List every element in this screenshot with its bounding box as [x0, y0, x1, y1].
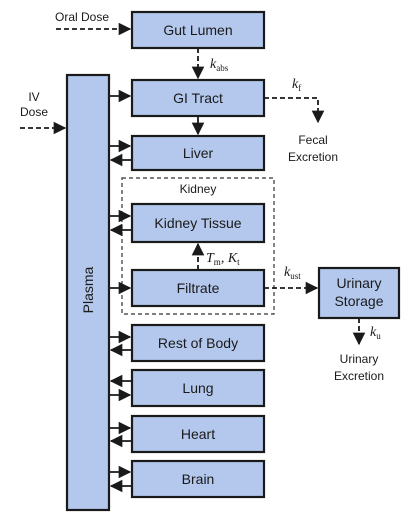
lung-label: Lung: [182, 380, 213, 396]
iv-dose-label-line1: IV: [28, 90, 39, 104]
k-f-label: kf: [292, 77, 301, 93]
iv-dose-label-line2: Dose: [20, 105, 48, 119]
fecal-excretion-arrow: [264, 97, 325, 124]
liver-box: [130, 134, 266, 172]
gut-lumen-label: Gut Lumen: [163, 22, 232, 38]
rest-of-body-box: [130, 323, 266, 363]
k-u-label: ku: [370, 325, 381, 341]
brain-label: Brain: [182, 471, 215, 487]
filtrate-label: Filtrate: [177, 280, 220, 296]
fecal-excretion-label-line1: Fecal: [298, 133, 327, 147]
heart-box: [130, 414, 266, 454]
lung-box: [130, 368, 266, 408]
gi-tract-label: GI Tract: [173, 90, 223, 106]
plasma-box: [65, 73, 111, 512]
kidney-tissue-label: Kidney Tissue: [154, 215, 241, 231]
kidney-group-label: Kidney: [180, 182, 217, 196]
tm-kt-label: Tm, Kt: [206, 251, 240, 267]
liver-label: Liver: [183, 145, 214, 161]
urinary-excretion-label-line1: Urinary: [340, 352, 379, 366]
rest-of-body-label: Rest of Body: [158, 335, 238, 351]
urinary-storage-label-line1: Urinary: [336, 275, 381, 291]
gut-lumen-box: [130, 10, 266, 50]
plasma-label: Plasma: [80, 266, 96, 313]
kidney-tissue-box: [130, 202, 266, 244]
k-abs-label: kabs: [210, 57, 229, 73]
fecal-excretion-label-line2: Excretion: [288, 150, 338, 164]
heart-label: Heart: [181, 426, 215, 442]
urinary-storage-label-line2: Storage: [334, 293, 383, 309]
urinary-storage-box: [317, 266, 401, 320]
k-ust-label: kust: [284, 265, 301, 281]
kidney-group-box: [121, 177, 275, 315]
brain-box: [130, 459, 266, 499]
oral-dose-label: Oral Dose: [55, 10, 109, 24]
urinary-excretion-label-line2: Excretion: [334, 369, 384, 383]
